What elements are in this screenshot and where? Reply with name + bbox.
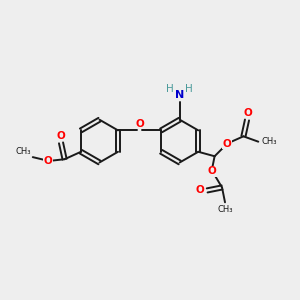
Text: N: N	[175, 90, 184, 100]
Text: H: H	[185, 84, 193, 94]
Text: CH₃: CH₃	[16, 147, 31, 156]
Text: O: O	[56, 131, 65, 141]
Text: O: O	[207, 166, 216, 176]
Text: O: O	[243, 108, 252, 118]
Text: O: O	[44, 156, 52, 166]
Text: O: O	[195, 185, 204, 195]
Text: O: O	[135, 119, 144, 130]
Text: CH₃: CH₃	[261, 137, 277, 146]
Text: H: H	[166, 84, 174, 94]
Text: CH₃: CH₃	[217, 205, 233, 214]
Text: O: O	[223, 139, 232, 149]
